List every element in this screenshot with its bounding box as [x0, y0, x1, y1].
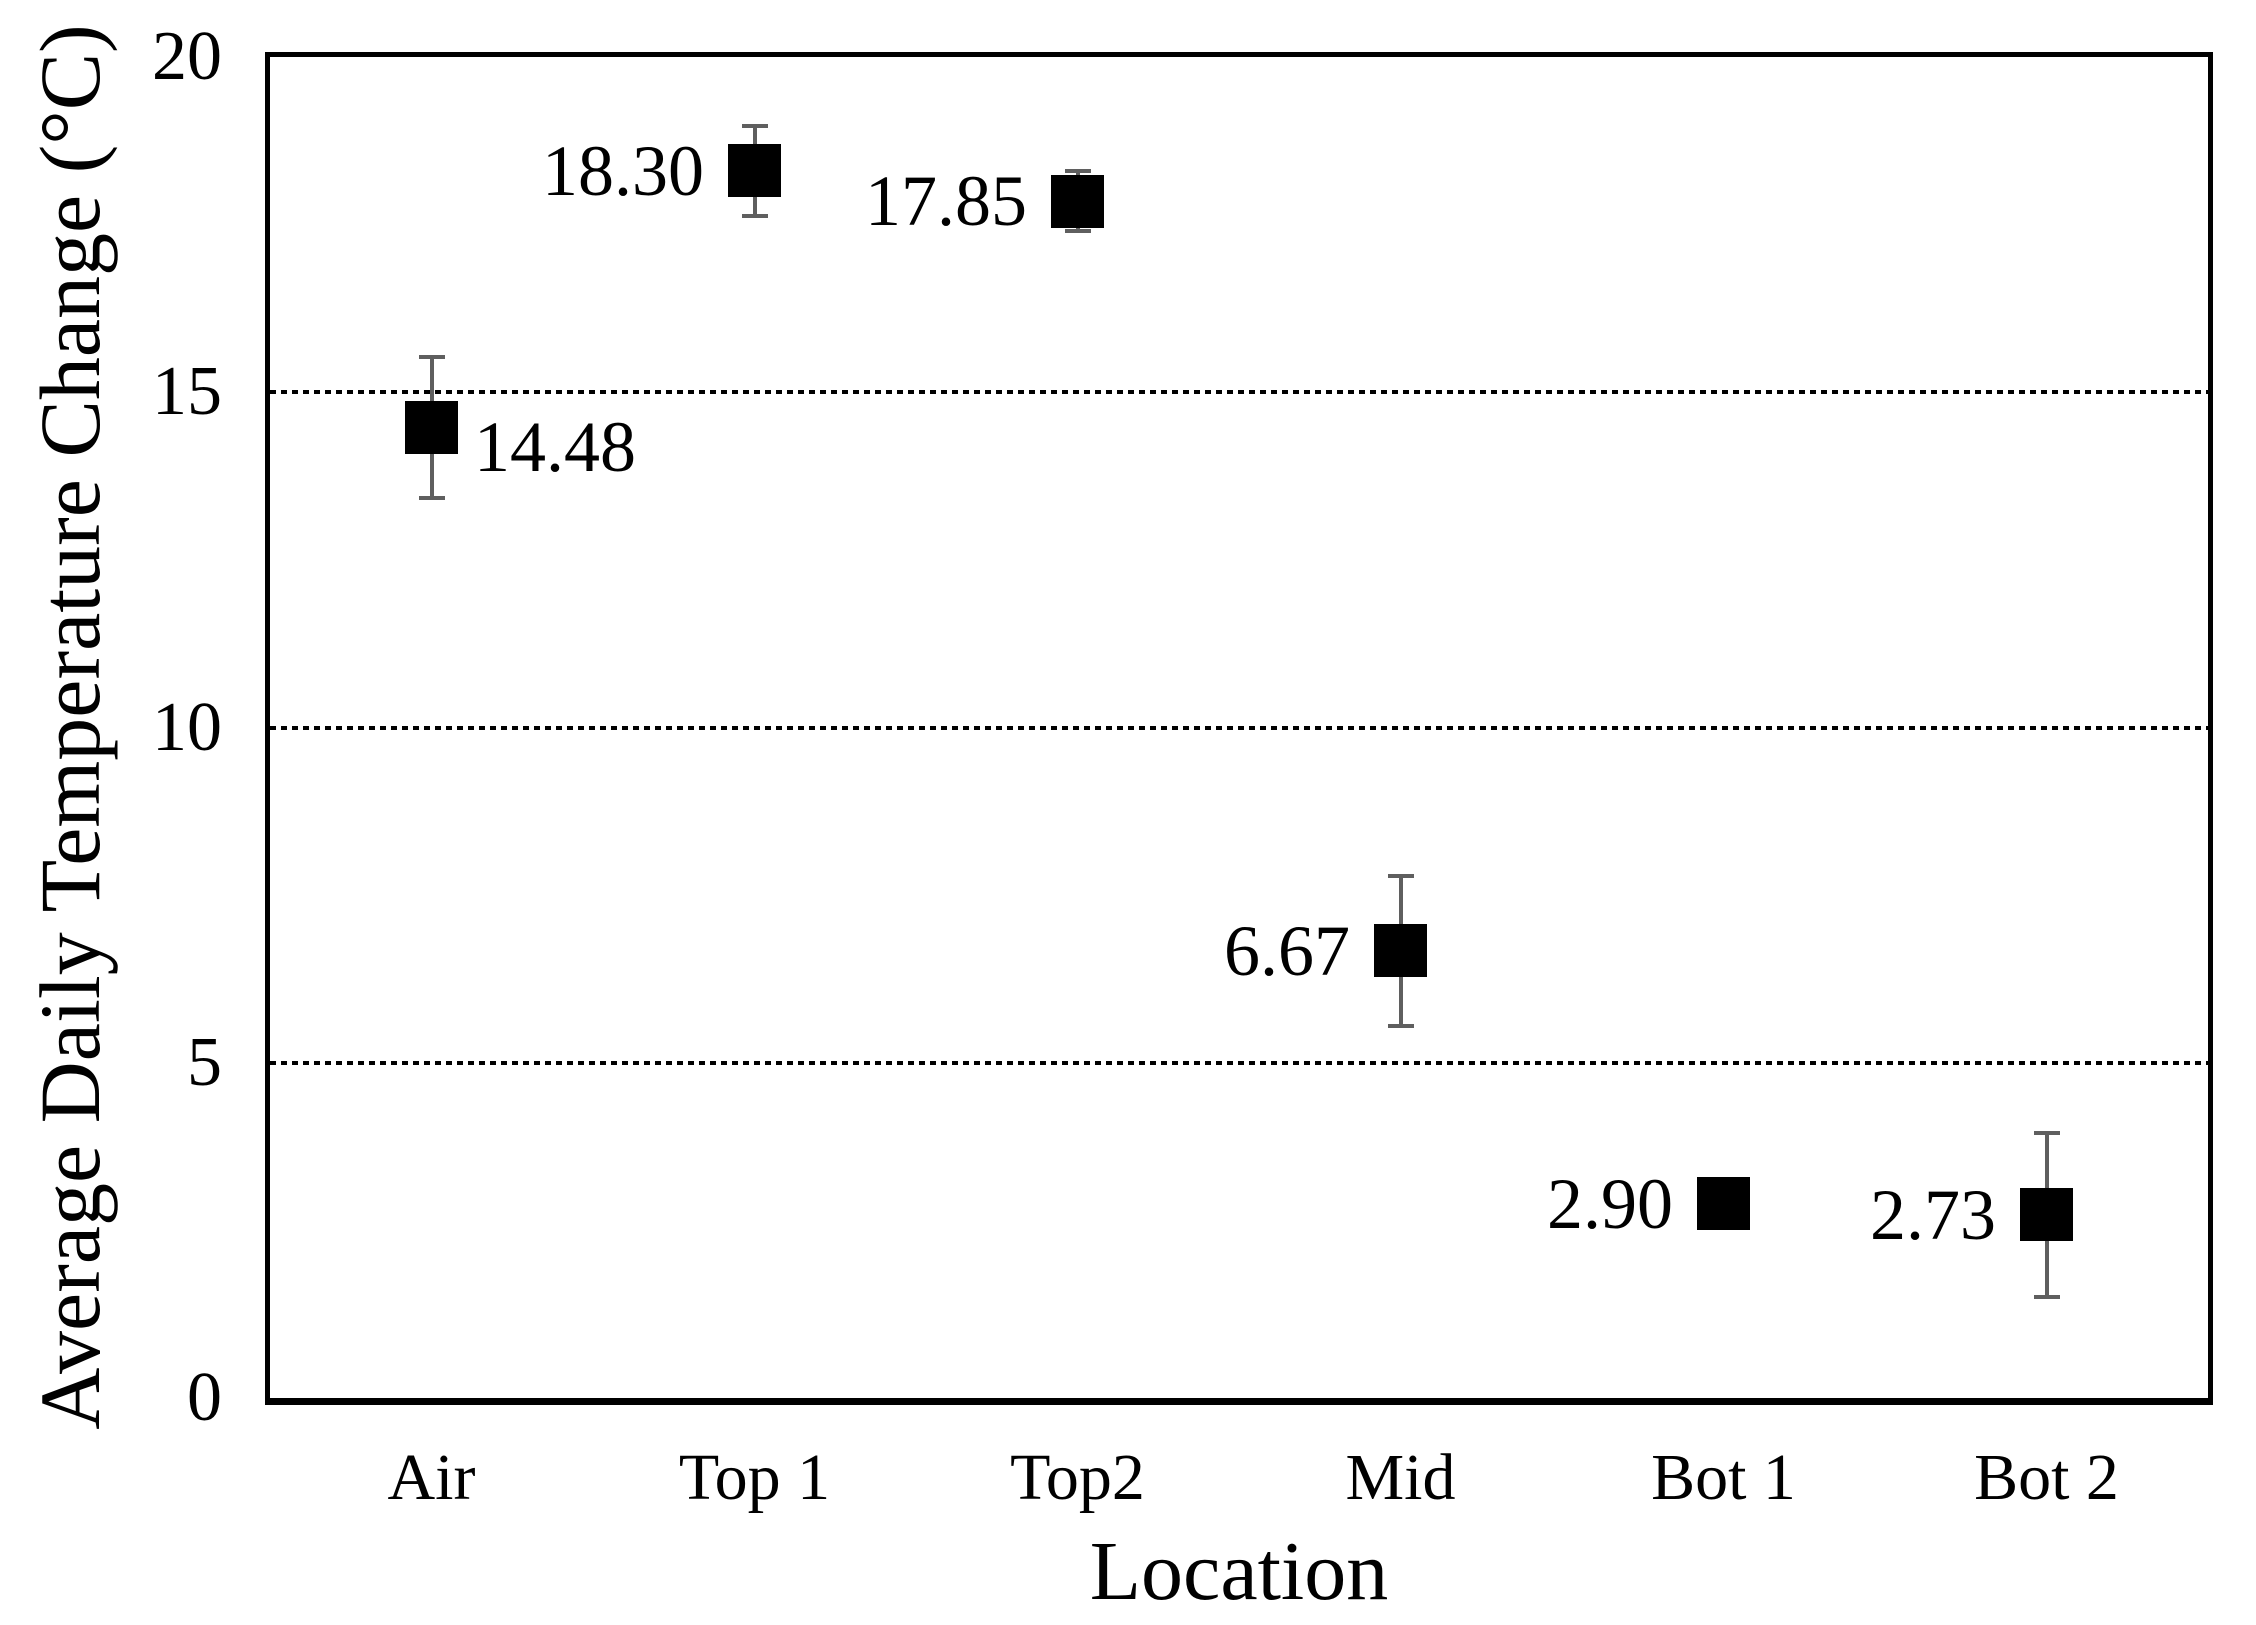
data-point-marker-bot-2: [2020, 1188, 2073, 1242]
error-bar-cap-top: [2033, 1131, 2060, 1136]
error-bar-cap-top: [1387, 873, 1414, 878]
data-label-bot-2: 2.73: [1870, 1174, 1996, 1255]
data-label-air: 14.48: [474, 407, 636, 488]
data-point-marker-mid: [1374, 924, 1427, 978]
gridline-5: [270, 1060, 2208, 1065]
data-point-marker-top2: [1051, 174, 1104, 228]
error-bar-cap-bottom: [418, 495, 445, 500]
x-category-label-5: Bot 1: [1651, 1441, 1796, 1514]
gridline-10: [270, 725, 2208, 730]
error-bar-cap-top: [418, 354, 445, 359]
plot-area-border: [265, 52, 2213, 1405]
data-label-top-1: 18.30: [542, 130, 704, 211]
y-tick-label-20: 20: [152, 18, 222, 95]
x-category-label-1: Air: [387, 1441, 476, 1514]
y-tick-label-15: 15: [152, 353, 222, 431]
error-bar-cap-top: [741, 124, 768, 129]
data-label-top2: 17.85: [865, 161, 1027, 242]
data-label-bot-1: 2.90: [1547, 1163, 1673, 1244]
data-point-marker-air: [405, 400, 458, 454]
error-bar-cap-bottom: [2033, 1294, 2060, 1299]
data-point-marker-bot-1: [1697, 1177, 1750, 1231]
x-category-label-2: Top 1: [678, 1441, 831, 1514]
x-category-label-3: Top2: [1010, 1441, 1145, 1514]
data-label-mid: 6.67: [1224, 910, 1350, 991]
error-bar-cap-top: [1064, 168, 1091, 173]
error-bar-cap-bottom: [1064, 229, 1091, 234]
x-category-label-6: Bot 2: [1974, 1441, 2119, 1514]
x-axis-title: Location: [1089, 1525, 1389, 1618]
error-bar-cap-bottom: [741, 213, 768, 218]
error-bar-cap-bottom: [1387, 1023, 1414, 1028]
y-tick-label-0: 0: [187, 1359, 222, 1436]
gridline-15: [270, 390, 2208, 395]
data-point-marker-top-1: [728, 144, 781, 198]
y-tick-label-5: 5: [187, 1023, 222, 1101]
x-category-label-4: Mid: [1345, 1441, 1456, 1514]
y-tick-label-10: 10: [152, 688, 222, 766]
